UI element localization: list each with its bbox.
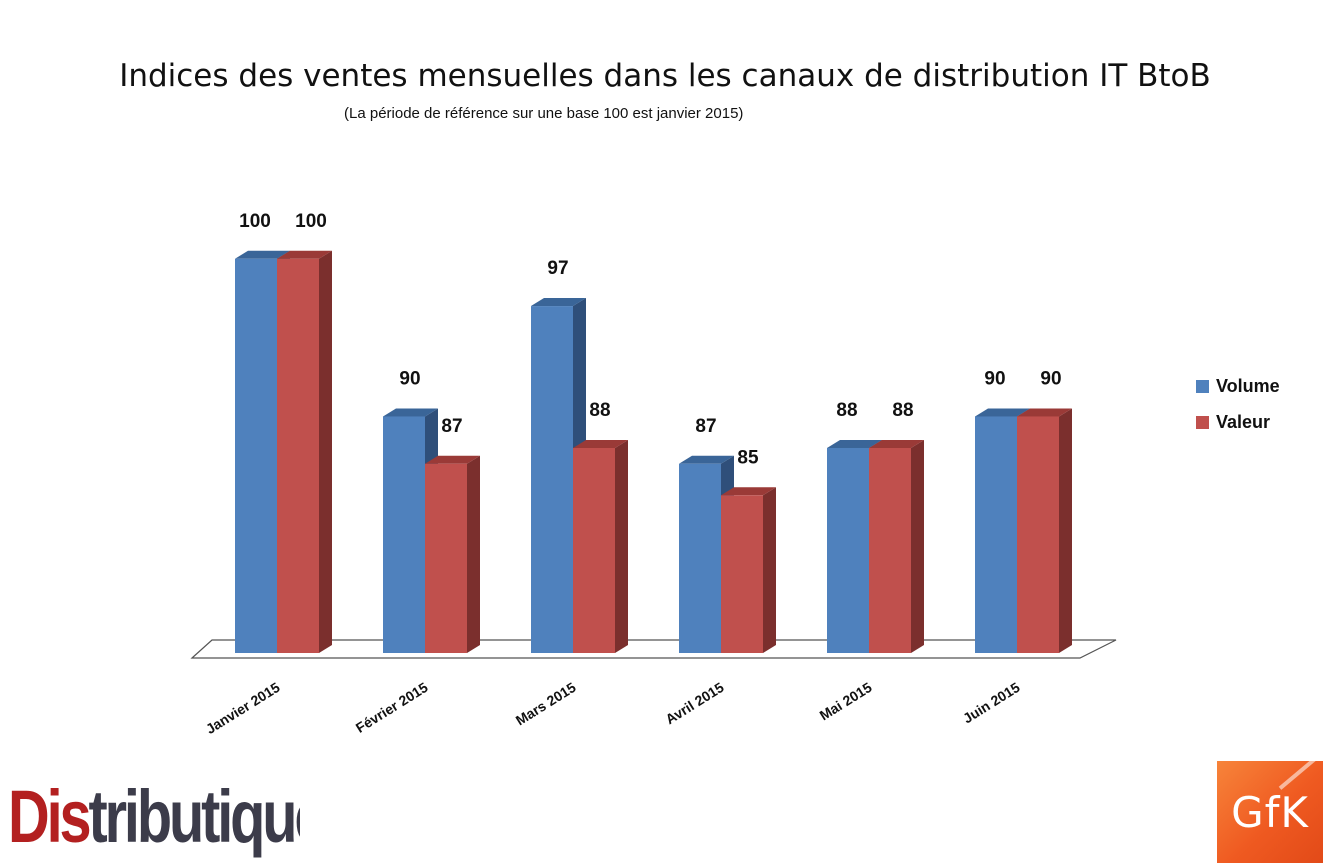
- legend-label-valeur: Valeur: [1216, 411, 1271, 432]
- legend-swatch-volume: [1196, 379, 1209, 393]
- x-tick-label-5: Mai 2015: [817, 679, 875, 724]
- data-label-valeur-6: 90: [1040, 368, 1061, 389]
- x-tick-label-2: Février 2015: [353, 679, 431, 736]
- bar-valeur-6: [1017, 408, 1072, 653]
- data-label-valeur-2: 87: [441, 416, 462, 437]
- data-label-volume-4: 87: [695, 416, 716, 437]
- x-tick-label-6: Juin 2015: [960, 679, 1023, 726]
- data-label-volume-3: 97: [547, 258, 568, 279]
- chart-subtitle: (La période de référence sur une base 10…: [344, 105, 744, 122]
- distributique-logo: Distributique: [8, 775, 300, 858]
- data-label-volume-2: 90: [399, 368, 420, 389]
- data-label-valeur-1: 100: [295, 211, 327, 232]
- chart-bars: [235, 250, 1072, 653]
- x-tick-label-1: Janvier 2015: [203, 679, 283, 737]
- bar-valeur-2: [425, 455, 480, 653]
- bar-valeur-1: [277, 250, 332, 653]
- data-label-valeur-5: 88: [892, 400, 913, 421]
- legend-swatch-valeur: [1196, 415, 1209, 429]
- data-label-valeur-4: 85: [737, 447, 759, 468]
- chart-x-tick-labels: Janvier 2015 Février 2015 Mars 2015 Avril 2…: [203, 679, 1023, 737]
- data-label-valeur-3: 88: [589, 400, 610, 421]
- gfk-logo: GfK: [1217, 761, 1323, 863]
- data-label-volume-1: 100: [239, 211, 271, 232]
- data-label-volume-5: 88: [836, 400, 857, 421]
- legend-item-volume: Volume: [1196, 368, 1280, 404]
- chart-title: Indices des ventes mensuelles dans les c…: [119, 58, 1211, 94]
- x-tick-label-4: Avril 2015: [662, 679, 726, 727]
- bar-valeur-4: [721, 487, 776, 653]
- bar-valeur-3: [573, 439, 628, 653]
- chart-legend: Volume Valeur: [1196, 368, 1280, 440]
- x-tick-label-3: Mars 2015: [513, 679, 579, 729]
- legend-item-valeur: Valeur: [1196, 404, 1280, 440]
- chart-data-labels: 100 100 90 87 97 88 87 85 88 88 90 90: [239, 211, 1061, 469]
- bar-valeur-5: [869, 439, 924, 653]
- legend-label-volume: Volume: [1216, 375, 1280, 396]
- data-label-volume-6: 90: [984, 368, 1005, 389]
